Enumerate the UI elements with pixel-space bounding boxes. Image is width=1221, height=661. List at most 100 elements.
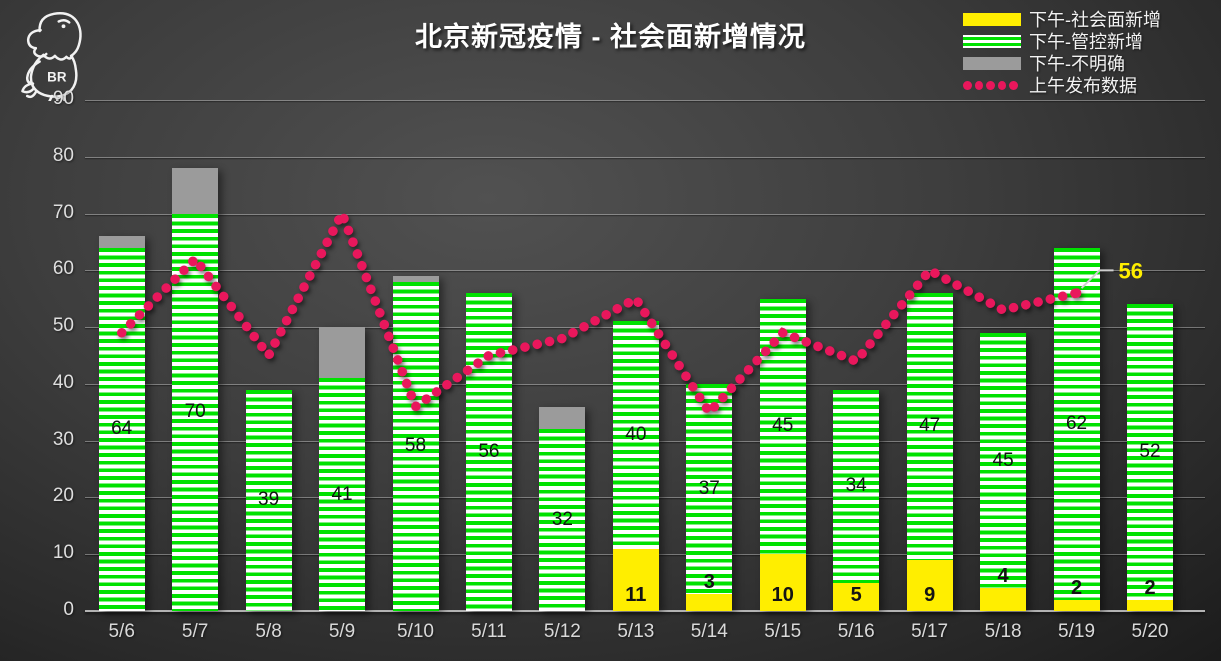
x-tick-label: 5/13 bbox=[617, 621, 655, 642]
y-tick-label: 60 bbox=[52, 258, 74, 280]
bar-segment-control bbox=[833, 389, 880, 583]
y-tick-label: 40 bbox=[52, 371, 74, 393]
bar-group: 41 bbox=[319, 327, 366, 611]
bar-segment-unclear bbox=[98, 236, 145, 248]
bird-outline bbox=[21, 12, 82, 106]
bar-value-label-social: 9 bbox=[924, 584, 936, 606]
bar-group: 58 bbox=[392, 276, 439, 611]
bar-group: 56 bbox=[465, 293, 512, 611]
y-tick-label: 0 bbox=[63, 599, 74, 620]
bird-logo-icon: BR bbox=[21, 12, 82, 106]
bar-value-label-social: 4 bbox=[997, 565, 1009, 588]
x-tick-label: 5/20 bbox=[1131, 621, 1169, 642]
bar-segment-social bbox=[1053, 599, 1100, 611]
x-tick-label: 5/16 bbox=[837, 621, 875, 642]
bar-value-label-social: 2 bbox=[1144, 576, 1156, 599]
bar-value-label-control: 45 bbox=[772, 415, 794, 437]
legend-item-unclear: 下午-不明确 bbox=[963, 52, 1161, 74]
bar-group: 32 bbox=[539, 406, 586, 611]
y-tick-label: 50 bbox=[52, 315, 74, 337]
x-axis-baseline bbox=[85, 610, 1205, 612]
bar-group: 5 34 bbox=[833, 389, 880, 611]
x-tick-label: 5/7 bbox=[181, 621, 209, 642]
bar-segment-unclear bbox=[319, 327, 366, 379]
bar-value-label-control: 70 bbox=[184, 401, 206, 423]
bar-value-label-control: 47 bbox=[919, 415, 941, 437]
x-tick-label: 5/14 bbox=[690, 621, 728, 642]
bar-value-label-control: 45 bbox=[992, 449, 1014, 471]
bar-value-label-social: 10 bbox=[771, 584, 794, 606]
bar-segment-control bbox=[245, 389, 292, 611]
legend-label: 下午-管控新增 bbox=[1029, 32, 1143, 52]
x-tick-label: 5/11 bbox=[471, 621, 507, 642]
x-tick-label: 5/12 bbox=[543, 621, 581, 642]
bar-segment-social bbox=[686, 593, 733, 611]
bar-value-label-control: 56 bbox=[478, 441, 500, 463]
bar-group: 64 bbox=[98, 236, 145, 611]
bar-group: 10 45 bbox=[759, 298, 806, 611]
bar-value-label-control: 40 bbox=[625, 424, 647, 445]
bar-segment-social bbox=[1127, 599, 1173, 611]
y-tick-label: 70 bbox=[52, 201, 74, 223]
legend-swatch-gray bbox=[963, 56, 1021, 70]
bar-value-label-control: 41 bbox=[331, 483, 353, 505]
bar-group: 39 bbox=[245, 389, 292, 611]
bar-segment-control bbox=[1127, 304, 1173, 600]
bar-segment-social bbox=[833, 582, 880, 611]
gridline bbox=[85, 213, 1205, 215]
logo-text: BR bbox=[47, 70, 67, 85]
gridline bbox=[85, 156, 1205, 158]
bar-value-label-control: 64 bbox=[111, 418, 133, 440]
bar-segment-unclear bbox=[172, 168, 219, 214]
legend-label: 下午-社会面新增 bbox=[1029, 10, 1161, 30]
bar-segment-social bbox=[612, 548, 659, 611]
bar-group: 11 40 bbox=[612, 321, 659, 611]
x-tick-label: 5/10 bbox=[397, 621, 434, 642]
bar-segment-unclear bbox=[392, 276, 439, 282]
bar-group: 9 47 bbox=[906, 293, 953, 611]
bar-value-label-social: 11 bbox=[625, 584, 647, 606]
legend-swatch-yellow bbox=[963, 12, 1021, 26]
x-tick-label: 5/18 bbox=[984, 621, 1022, 642]
bar-group: 4 45 bbox=[980, 332, 1027, 611]
bar-value-label-control: 62 bbox=[1065, 412, 1088, 434]
legend-swatch-green-striped bbox=[963, 34, 1021, 48]
gridline bbox=[85, 100, 1205, 101]
gridline bbox=[85, 270, 1205, 272]
x-tick-label: 5/19 bbox=[1058, 621, 1096, 642]
bar-value-label-control: 32 bbox=[551, 509, 573, 531]
bar-value-label-social: 3 bbox=[703, 570, 715, 593]
bar-group: 3 37 bbox=[686, 383, 733, 611]
bar-segment-social bbox=[980, 588, 1027, 611]
bar-segment-unclear bbox=[539, 406, 586, 430]
legend-label: 上午发布数据 bbox=[1029, 76, 1137, 96]
y-tick-label: 30 bbox=[52, 428, 74, 450]
bar-group: 2 62 bbox=[1053, 247, 1100, 611]
legend-label: 下午-不明确 bbox=[1029, 54, 1125, 74]
y-tick-label: 90 bbox=[52, 88, 74, 109]
bar-segment-control bbox=[539, 429, 586, 611]
x-tick-label: 5/9 bbox=[328, 621, 356, 642]
bar-segment-social bbox=[759, 554, 806, 611]
bar-group: 70 bbox=[172, 168, 219, 611]
chart-title: 北京新冠疫情 - 社会面新增情况 bbox=[415, 22, 806, 52]
x-tick-label: 5/17 bbox=[911, 621, 949, 642]
x-tick-label: 5/8 bbox=[255, 621, 282, 642]
bar-segment-social bbox=[906, 559, 953, 611]
y-tick-label: 80 bbox=[52, 144, 74, 166]
y-tick-label: 10 bbox=[52, 542, 74, 564]
bar-value-label-social: 5 bbox=[850, 584, 862, 606]
chart-legend: 下午-社会面新增 下午-管控新增 下午-不明确 上午发布数据 bbox=[963, 8, 1161, 96]
bar-value-label-social: 2 bbox=[1070, 576, 1083, 599]
bar-value-label-control: 37 bbox=[698, 477, 720, 499]
legend-item-social: 下午-社会面新增 bbox=[963, 8, 1161, 30]
legend-item-morning-line: 上午发布数据 bbox=[963, 74, 1161, 96]
bar-value-label-control: 58 bbox=[404, 435, 427, 457]
bar-value-label-control: 39 bbox=[258, 489, 280, 511]
legend-swatch-red-dots bbox=[963, 79, 1021, 92]
x-tick-label: 5/6 bbox=[108, 621, 135, 642]
bar-value-label-control: 52 bbox=[1139, 441, 1161, 463]
y-tick-label: 20 bbox=[52, 485, 74, 507]
